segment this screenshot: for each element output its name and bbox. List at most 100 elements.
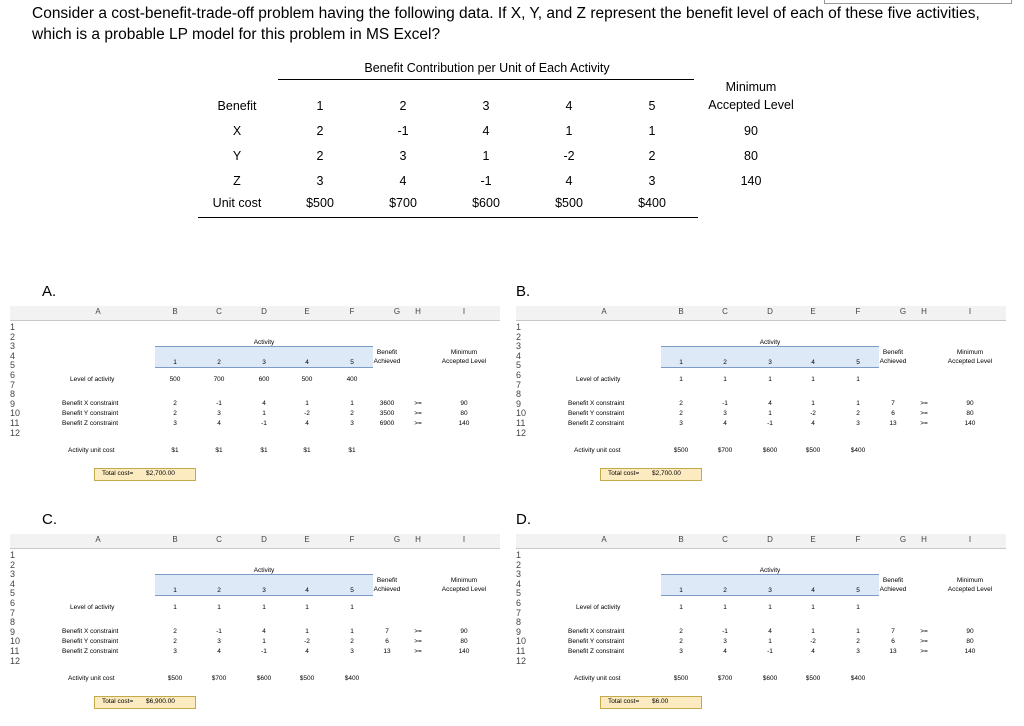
level-value[interactable]: 1	[856, 604, 860, 611]
column-letter[interactable]: C	[216, 535, 222, 544]
option-letter[interactable]: C.	[42, 511, 57, 528]
total-cost-value[interactable]: $6,900.00	[146, 698, 175, 705]
column-letter[interactable]: F	[855, 307, 861, 316]
constraint-coefficient[interactable]: 1	[350, 628, 354, 635]
row-number[interactable]: 4	[516, 350, 522, 361]
unit-cost-value[interactable]: $500	[299, 675, 315, 682]
unit-cost-value[interactable]: $500	[167, 675, 183, 682]
minimum-value[interactable]: 80	[460, 410, 468, 417]
row-number[interactable]: 12	[10, 655, 21, 666]
row-number[interactable]: 3	[10, 569, 16, 580]
column-letter[interactable]: G	[393, 535, 401, 544]
column-letter[interactable]: B	[172, 307, 178, 316]
row-number[interactable]: 11	[10, 646, 20, 656]
unit-cost-value[interactable]: $500	[805, 447, 821, 454]
level-value[interactable]: 1	[262, 604, 266, 611]
constraint-coefficient[interactable]: 3	[856, 420, 860, 427]
row-number[interactable]: 4	[10, 350, 16, 361]
constraint-coefficient[interactable]: -1	[722, 628, 728, 635]
unit-cost-value[interactable]: $1	[215, 447, 223, 454]
constraint-coefficient[interactable]: 1	[856, 400, 860, 407]
column-letter[interactable]: E	[304, 535, 310, 544]
option-letter[interactable]: D.	[516, 511, 531, 528]
constraint-coefficient[interactable]: 4	[305, 648, 309, 655]
level-value[interactable]: 1	[350, 604, 354, 611]
column-letter[interactable]: E	[810, 535, 816, 544]
unit-cost-value[interactable]: $600	[256, 675, 272, 682]
constraint-coefficient[interactable]: 2	[679, 400, 683, 407]
row-number[interactable]: 6	[516, 598, 522, 608]
minimum-value[interactable]: 140	[458, 420, 470, 427]
level-value[interactable]: 1	[679, 376, 683, 383]
spreadsheet-option[interactable]: A B C D E F G H I 1 2 3 4 5 6 7 8 9 10 11 12 Activity 1 2 3 4 5 Ben…	[516, 534, 1006, 709]
row-number[interactable]: 3	[10, 341, 16, 352]
constraint-coefficient[interactable]: -1	[722, 400, 728, 407]
constraint-coefficient[interactable]: -1	[767, 420, 773, 427]
total-cost-value[interactable]: $6.00	[652, 698, 669, 705]
unit-cost-value[interactable]: $1	[171, 447, 179, 454]
row-number[interactable]: 11	[10, 418, 20, 428]
benefit-achieved-value[interactable]: 3600	[379, 400, 395, 407]
column-letter[interactable]: D	[767, 535, 773, 544]
unit-cost-value[interactable]: $400	[344, 675, 360, 682]
constraint-coefficient[interactable]: -2	[810, 638, 816, 645]
level-value[interactable]: 500	[301, 376, 313, 383]
column-letter[interactable]: B	[678, 307, 684, 316]
benefit-achieved-value[interactable]: 7	[891, 400, 895, 407]
constraint-coefficient[interactable]: 1	[262, 410, 266, 417]
column-letter[interactable]: H	[921, 307, 927, 316]
constraint-coefficient[interactable]: 2	[350, 638, 354, 645]
row-number[interactable]: 7	[10, 607, 16, 618]
constraint-coefficient[interactable]: 4	[723, 648, 727, 655]
answer-box[interactable]	[824, 0, 1012, 4]
constraint-coefficient[interactable]: 3	[217, 638, 221, 645]
column-letter[interactable]: G	[393, 307, 401, 316]
row-number[interactable]: 8	[516, 617, 522, 628]
spreadsheet-option[interactable]: A B C D E F G H I 1 2 3 4 5 6 7 8 9 10 11 12 Activity 1 2 3 4 5 Ben…	[10, 306, 500, 481]
column-letter[interactable]: F	[349, 535, 355, 544]
constraint-coefficient[interactable]: 3	[173, 420, 177, 427]
row-number[interactable]: 9	[10, 626, 16, 637]
column-letter[interactable]: C	[722, 535, 728, 544]
constraint-coefficient[interactable]: -2	[304, 410, 310, 417]
constraint-coefficient[interactable]: -1	[261, 420, 267, 427]
row-number[interactable]: 2	[10, 331, 16, 342]
column-letter[interactable]: H	[415, 307, 421, 316]
constraint-coefficient[interactable]: 1	[811, 400, 815, 407]
minimum-value[interactable]: 80	[966, 638, 974, 645]
benefit-achieved-value[interactable]: 6	[385, 638, 389, 645]
column-letter[interactable]: A	[95, 535, 101, 544]
row-number[interactable]: 8	[10, 389, 16, 400]
column-letter[interactable]: E	[304, 307, 310, 316]
constraint-coefficient[interactable]: 3	[856, 648, 860, 655]
unit-cost-value[interactable]: $500	[805, 675, 821, 682]
constraint-coefficient[interactable]: 2	[350, 410, 354, 417]
level-value[interactable]: 1	[856, 376, 860, 383]
column-letter[interactable]: D	[261, 535, 267, 544]
level-value[interactable]: 1	[723, 376, 727, 383]
row-number[interactable]: 10	[10, 636, 21, 647]
level-value[interactable]: 1	[679, 604, 683, 611]
level-value[interactable]: 1	[768, 376, 772, 383]
constraint-coefficient[interactable]: 1	[856, 628, 860, 635]
unit-cost-value[interactable]: $600	[762, 447, 778, 454]
constraint-coefficient[interactable]: 4	[768, 400, 772, 407]
unit-cost-value[interactable]: $700	[717, 675, 733, 682]
column-letter[interactable]: G	[899, 307, 907, 316]
constraint-coefficient[interactable]: 4	[217, 420, 221, 427]
constraint-coefficient[interactable]: 1	[305, 400, 309, 407]
row-number[interactable]: 1	[10, 322, 16, 332]
constraint-coefficient[interactable]: -1	[216, 628, 222, 635]
row-number[interactable]: 6	[10, 370, 16, 380]
unit-cost-value[interactable]: $1	[303, 447, 311, 454]
level-value[interactable]: 600	[258, 376, 270, 383]
row-number[interactable]: 3	[516, 341, 522, 352]
unit-cost-value[interactable]: $700	[717, 447, 733, 454]
level-value[interactable]: 500	[169, 376, 181, 383]
benefit-achieved-value[interactable]: 7	[891, 628, 895, 635]
row-number[interactable]: 2	[10, 559, 16, 570]
row-number[interactable]: 9	[516, 398, 522, 409]
minimum-value[interactable]: 80	[460, 638, 468, 645]
row-number[interactable]: 10	[516, 636, 527, 647]
row-number[interactable]: 2	[516, 331, 522, 342]
